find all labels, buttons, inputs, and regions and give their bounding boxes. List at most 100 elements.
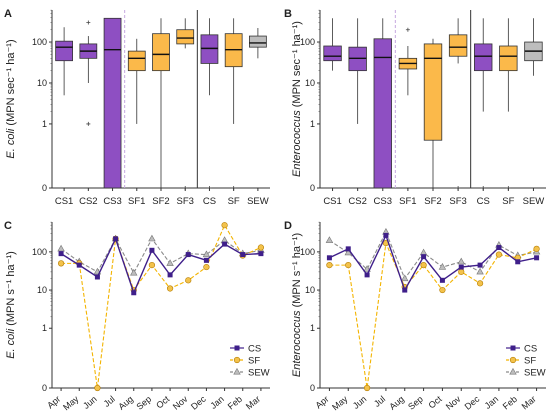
- x-tick-label: SEW: [523, 196, 545, 207]
- data-point: [326, 262, 333, 269]
- data-point: [185, 277, 192, 284]
- box-sf: [499, 18, 518, 190]
- y-axis-units: (MPN s⁻¹ ha⁻¹): [5, 251, 17, 329]
- y-axis-species: E. coli: [5, 328, 17, 359]
- x-tick-label: Dec: [463, 394, 482, 412]
- series-line: [60, 237, 262, 275]
- data-point: [477, 262, 483, 268]
- box-body: [474, 43, 493, 72]
- box-cs3: [373, 18, 392, 189]
- x-tick-label: SF3: [449, 196, 466, 207]
- legend-marker: [509, 356, 517, 364]
- y-tick-label: 100: [32, 37, 47, 47]
- x-tick-label: Oct: [154, 394, 172, 411]
- y-tick-label: 1: [310, 119, 315, 129]
- legend-marker: [510, 345, 516, 351]
- panel-label: C: [4, 220, 12, 232]
- x-tick-label: Apr: [314, 394, 331, 411]
- data-point: [57, 244, 65, 252]
- data-point: [148, 234, 156, 242]
- box-sf1: [398, 27, 418, 96]
- x-tick-label: SEW: [247, 196, 269, 207]
- box-sf3: [448, 18, 468, 190]
- box-body: [323, 45, 342, 62]
- y-tick-label: 10: [37, 285, 47, 295]
- x-tick-label: Aug: [387, 394, 406, 412]
- series-sf: [57, 222, 265, 392]
- data-point: [421, 254, 427, 260]
- data-point: [57, 260, 65, 267]
- y-tick-label: 1: [310, 323, 315, 333]
- data-point: [76, 262, 82, 268]
- data-point: [534, 255, 540, 261]
- y-tick-label: 10: [37, 78, 47, 88]
- box-sf1: [127, 38, 146, 124]
- box-cs1: [55, 27, 73, 96]
- legend-marker: [233, 356, 241, 364]
- data-point: [495, 251, 503, 258]
- data-point: [185, 252, 191, 258]
- box-body: [448, 34, 468, 57]
- data-point: [148, 262, 156, 269]
- y-tick-label: 1: [42, 119, 47, 129]
- data-point: [240, 252, 246, 258]
- data-point: [457, 257, 465, 265]
- y-tick-label: 100: [32, 247, 47, 257]
- box-cs3: [103, 17, 122, 189]
- x-tick-label: Mar: [244, 394, 262, 412]
- x-tick-label: Jan: [208, 394, 226, 411]
- data-point: [364, 272, 370, 278]
- x-tick-label: Jan: [483, 394, 501, 411]
- data-point: [94, 274, 100, 280]
- box-cs: [200, 18, 219, 190]
- y-axis-species: Enterococcus: [291, 110, 303, 177]
- box-sf2: [152, 18, 170, 188]
- x-tick-label: CS2: [79, 196, 97, 207]
- data-point: [439, 286, 446, 294]
- data-point: [166, 259, 174, 266]
- series-line: [60, 236, 261, 295]
- panel-label: D: [284, 220, 292, 232]
- x-tick-label: Jul: [102, 394, 117, 409]
- y-tick-label: 0: [310, 383, 315, 393]
- data-point: [345, 246, 351, 252]
- y-tick-label: 0: [310, 183, 315, 193]
- data-point: [222, 241, 228, 247]
- x-tick-label: Sep: [135, 394, 154, 412]
- data-point: [363, 384, 371, 392]
- y-tick-label: 0: [42, 183, 47, 193]
- box-cs: [474, 18, 493, 190]
- data-point: [325, 236, 334, 243]
- data-point: [203, 263, 210, 271]
- data-point: [167, 272, 173, 278]
- series-sew: [57, 234, 265, 276]
- outlier-marker: [86, 121, 91, 126]
- series-line: [329, 233, 537, 292]
- panel-label: A: [4, 8, 12, 20]
- legend-marker: [509, 367, 517, 375]
- x-tick-label: SF1: [399, 196, 416, 207]
- x-tick-label: May: [330, 394, 350, 413]
- data-point: [113, 236, 119, 242]
- data-point: [202, 250, 211, 258]
- data-point: [496, 245, 502, 251]
- x-tick-label: SF: [502, 196, 514, 207]
- box-body: [200, 34, 219, 64]
- series-sf: [326, 239, 540, 392]
- x-tick-label: Apr: [45, 394, 62, 411]
- x-tick-label: SF: [228, 196, 240, 207]
- x-tick-label: Jul: [372, 394, 387, 409]
- x-tick-label: Jun: [81, 394, 99, 411]
- y-axis-units: (MPN sec⁻¹ ha⁻¹): [291, 21, 303, 110]
- data-point: [345, 262, 352, 269]
- y-axis-label: Enterococcus (MPN s⁻¹ ha⁻¹): [291, 233, 303, 377]
- box-sew: [524, 18, 543, 76]
- x-tick-label: Sep: [406, 394, 425, 412]
- data-point: [221, 222, 228, 229]
- series-line: [61, 223, 262, 389]
- box-body: [55, 40, 73, 62]
